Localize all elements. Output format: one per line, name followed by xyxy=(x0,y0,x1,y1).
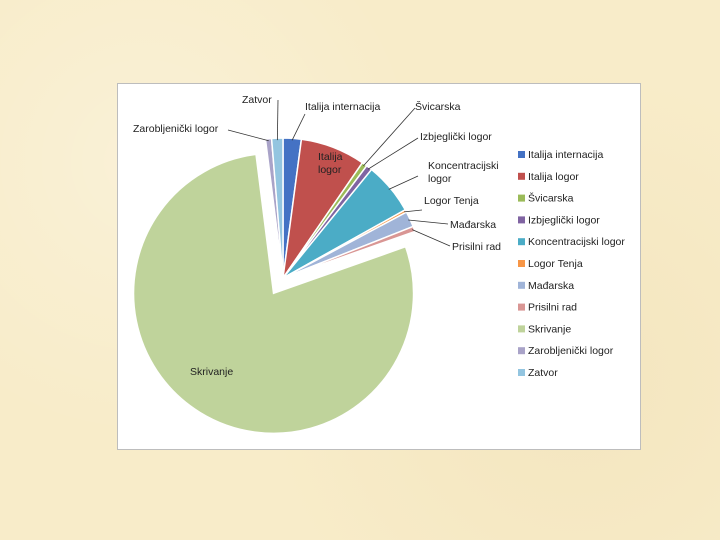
pie-slice-zatvor xyxy=(270,137,284,279)
leader-line-prisilni-rad xyxy=(412,229,451,247)
data-label-zarobljenicki-logor: Zarobljenički logor xyxy=(133,123,219,135)
data-label-svicarska: Švicarska xyxy=(415,100,461,113)
legend: Italija internacija Italija logor Švicarsk… xyxy=(518,149,625,379)
leader-line-zatvor xyxy=(276,99,279,141)
legend-swatch-logor-tenja xyxy=(518,260,525,267)
data-label-italija-logor: Italija logor xyxy=(318,151,343,176)
legend-swatch-zarobljenicki-logor xyxy=(518,347,525,355)
leader-line-koncentracijski-logor xyxy=(388,175,419,190)
legend-label-prisilni-rad: Prisilni rad xyxy=(528,302,577,314)
legend-label-zatvor: Zatvor xyxy=(528,367,558,379)
leader-line-svicarska xyxy=(363,107,416,167)
data-label-madarska: Mađarska xyxy=(450,219,496,231)
data-label-zatvor: Zatvor xyxy=(242,94,272,106)
leader-line-italija-internacija xyxy=(291,113,306,141)
leader-line-madarska xyxy=(408,219,449,225)
legend-swatch-skrivanje xyxy=(518,325,525,333)
legend-label-italija-logor: Italija logor xyxy=(528,171,579,183)
legend-swatch-koncentracijski-logor xyxy=(518,238,525,246)
pie-slice-prisilni-rad xyxy=(282,225,416,279)
legend-label-zarobljenicki-logor: Zarobljenički logor xyxy=(528,345,614,357)
legend-label-skrivanje: Skrivanje xyxy=(528,323,571,335)
legend-label-logor-tenja: Logor Tenja xyxy=(528,258,583,270)
leader-line-logor-tenja xyxy=(404,209,423,213)
data-label-koncentracijski-logor: Koncentracijski logor xyxy=(428,160,499,185)
data-label-italija-internacija: Italija internacija xyxy=(305,101,380,113)
leader-line-zarobljenicki-logor xyxy=(227,129,269,142)
data-label-prisilni-rad: Prisilni rad xyxy=(452,241,501,253)
legend-label-svicarska: Švicarska xyxy=(528,192,574,205)
pie-slices xyxy=(132,137,416,435)
pie-slice-skrivanje xyxy=(132,153,415,435)
leader-line-izbjeglicki-logor xyxy=(367,137,419,170)
data-label-izbjeglicki-logor: Izbjeglički logor xyxy=(420,131,492,143)
legend-swatch-svicarska xyxy=(518,194,525,202)
data-label-logor-tenja: Logor Tenja xyxy=(424,195,479,207)
legend-label-izbjeglicki-logor: Izbjeglički logor xyxy=(528,214,600,226)
leader-lines xyxy=(227,99,451,247)
data-labels: Italija internacija Italija logor Švicarska… xyxy=(133,94,501,378)
legend-swatch-italija-logor xyxy=(518,172,525,180)
legend-swatch-madarska xyxy=(518,281,525,289)
legend-swatch-italija-internacija xyxy=(518,151,525,158)
legend-label-koncentracijski-logor: Koncentracijski logor xyxy=(528,236,625,248)
legend-swatch-zatvor xyxy=(518,369,525,376)
legend-label-madarska: Mađarska xyxy=(528,280,574,292)
data-label-skrivanje: Skrivanje xyxy=(190,366,233,378)
legend-swatch-prisilni-rad xyxy=(518,303,525,311)
legend-label-italija-internacija: Italija internacija xyxy=(528,149,603,161)
legend-swatch-izbjeglicki-logor xyxy=(518,216,525,224)
